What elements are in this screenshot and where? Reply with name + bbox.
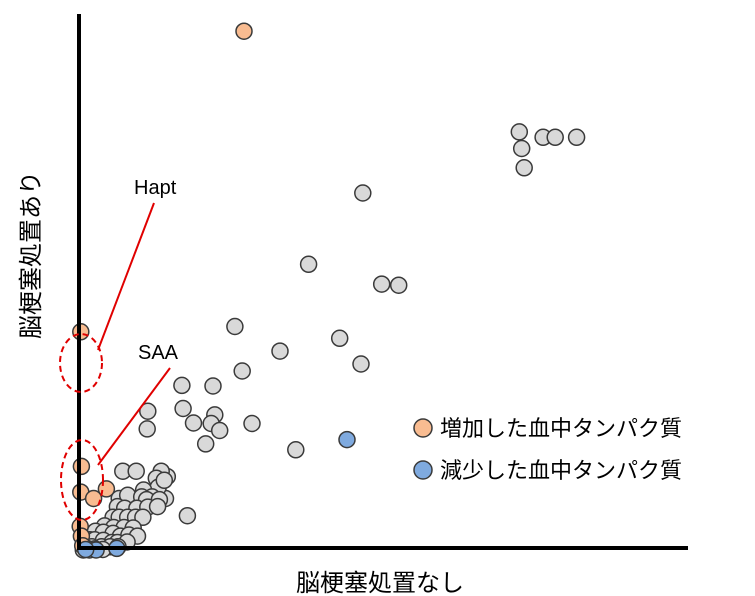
data-point-s0-46 [148, 497, 167, 516]
data-point-s1-0 [235, 22, 253, 40]
data-point-s2-0 [338, 430, 356, 449]
data-point-s0-31 [127, 462, 145, 480]
data-point-s0-47 [178, 506, 197, 525]
data-point-s0-7 [299, 255, 318, 274]
data-point-s0-5 [515, 159, 533, 177]
legend-decrease-marker [413, 460, 433, 480]
data-point-s0-41 [155, 471, 174, 490]
data-point-s0-25 [196, 435, 215, 453]
data-points [71, 22, 586, 559]
legend-decrease-label: 減少した血中タンパク質 [440, 458, 682, 483]
legend-increase-marker [413, 418, 433, 438]
x-axis-title: 脳梗塞処置なし [296, 570, 464, 596]
data-point-s0-13 [352, 355, 370, 373]
hapt-callout-line [97, 202, 155, 351]
data-point-s0-20 [138, 420, 156, 438]
saa-label: SAA [138, 342, 179, 364]
hapt-highlight-ring [59, 333, 103, 393]
data-point-s0-17 [139, 402, 157, 420]
data-point-s1-4 [84, 489, 103, 508]
hapt-label: Hapt [134, 177, 177, 199]
data-point-s0-26 [287, 441, 305, 459]
data-point-s0-52 [134, 508, 152, 527]
saa-callout-line [97, 367, 171, 466]
data-point-s0-2 [567, 128, 586, 147]
data-point-s0-23 [210, 421, 229, 440]
legend-increase-label: 増加した血中タンパク質 [440, 416, 682, 441]
data-point-s0-18 [174, 399, 192, 418]
y-axis-title: 脳梗塞処置あり [18, 171, 45, 339]
data-point-s0-8 [372, 275, 391, 293]
legend: 増加した血中タンパク質 減少した血中タンパク質 [413, 416, 682, 483]
data-point-s1-2 [72, 457, 91, 476]
data-point-s0-11 [330, 329, 349, 348]
data-point-s0-21 [184, 414, 203, 432]
data-point-s0-14 [233, 362, 251, 380]
data-point-s0-24 [243, 414, 261, 433]
data-point-s0-1 [546, 128, 564, 147]
data-point-s0-15 [204, 377, 222, 395]
data-point-s0-6 [354, 184, 372, 202]
data-point-s0-9 [389, 276, 408, 294]
saa-highlight-ring [60, 439, 104, 521]
data-point-s0-4 [512, 139, 531, 158]
data-point-s0-10 [226, 317, 244, 336]
data-point-s0-12 [271, 342, 289, 360]
data-point-s0-16 [173, 376, 191, 395]
data-point-s0-3 [510, 123, 529, 141]
